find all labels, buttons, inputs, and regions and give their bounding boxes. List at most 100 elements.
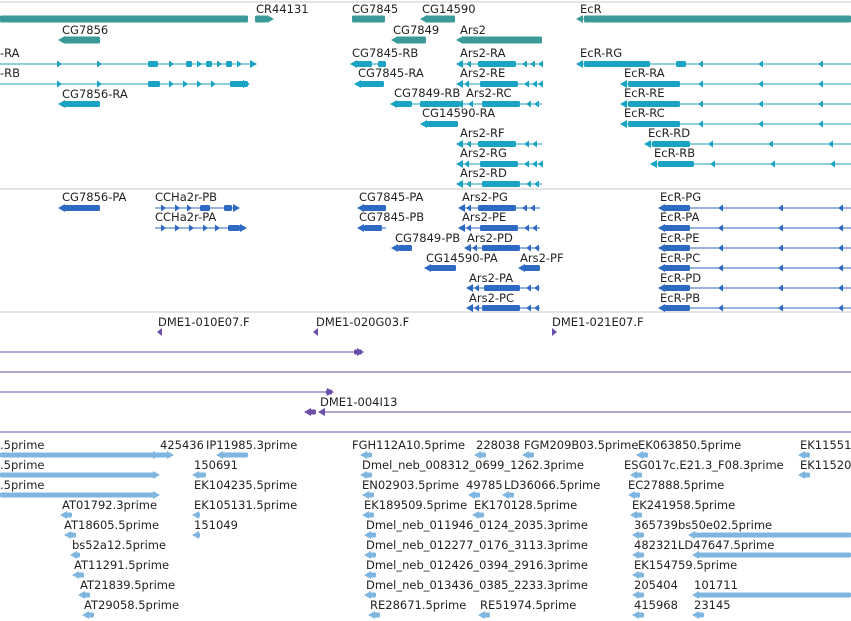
- feature-glyph[interactable]: [192, 511, 200, 519]
- feature-glyph[interactable]: [424, 264, 456, 272]
- feature-glyph[interactable]: [456, 60, 543, 68]
- feature-glyph[interactable]: [420, 15, 455, 23]
- feature-glyph[interactable]: [632, 571, 644, 579]
- feature-glyph[interactable]: [360, 451, 372, 459]
- feature-glyph[interactable]: [0, 348, 364, 356]
- feature-glyph[interactable]: [798, 471, 810, 479]
- feature-glyph[interactable]: [658, 204, 851, 212]
- feature-glyph[interactable]: [464, 244, 540, 252]
- feature-glyph[interactable]: [82, 611, 94, 619]
- feature-glyph[interactable]: [522, 451, 534, 459]
- feature-glyph[interactable]: [60, 511, 72, 519]
- feature-glyph[interactable]: [152, 451, 174, 459]
- feature-glyph[interactable]: [360, 471, 372, 479]
- feature-glyph[interactable]: [70, 551, 80, 559]
- feature-glyph[interactable]: [620, 80, 851, 88]
- feature-glyph[interactable]: [390, 100, 460, 108]
- feature-glyph[interactable]: [620, 120, 851, 128]
- feature-glyph[interactable]: [362, 511, 374, 519]
- feature-glyph[interactable]: [0, 15, 248, 23]
- feature-glyph[interactable]: [304, 408, 316, 416]
- feature-glyph[interactable]: [64, 531, 76, 539]
- feature-glyph[interactable]: [357, 204, 386, 212]
- feature-glyph[interactable]: [630, 471, 642, 479]
- feature-glyph[interactable]: [658, 244, 851, 252]
- feature-glyph[interactable]: [632, 551, 644, 559]
- feature-glyph[interactable]: [255, 15, 274, 23]
- feature-glyph[interactable]: [658, 264, 851, 272]
- feature-glyph[interactable]: [474, 451, 486, 459]
- feature-glyph[interactable]: [458, 224, 540, 232]
- feature-glyph[interactable]: [362, 491, 374, 499]
- feature-glyph[interactable]: [58, 100, 100, 108]
- feature-glyph[interactable]: [456, 100, 542, 108]
- feature-glyph[interactable]: [318, 408, 851, 416]
- protein-track[interactable]: CG7856-PA CCHa2r-PB CCHa2r-PA CG7845-PA CG78…: [58, 190, 851, 312]
- feature-glyph[interactable]: [576, 60, 851, 68]
- feature-glyph[interactable]: [364, 551, 376, 559]
- clone-end-marker[interactable]: [157, 328, 162, 336]
- feature-glyph[interactable]: [632, 611, 644, 619]
- feature-glyph[interactable]: [368, 611, 380, 619]
- feature-glyph[interactable]: [155, 224, 247, 232]
- feature-glyph[interactable]: [458, 204, 540, 212]
- feature-glyph[interactable]: [192, 471, 206, 479]
- feature-glyph[interactable]: [798, 451, 810, 459]
- feature-glyph[interactable]: [456, 140, 542, 148]
- feature-glyph[interactable]: [658, 224, 851, 232]
- feature-glyph[interactable]: [456, 80, 543, 88]
- feature-glyph[interactable]: [632, 531, 644, 539]
- feature-glyph[interactable]: [576, 15, 851, 23]
- feature-glyph[interactable]: [658, 304, 851, 312]
- feature-glyph[interactable]: [468, 491, 480, 499]
- feature-glyph[interactable]: [692, 551, 851, 559]
- feature-glyph[interactable]: [72, 571, 84, 579]
- feature-glyph[interactable]: [58, 36, 100, 44]
- feature-glyph[interactable]: [352, 15, 385, 23]
- feature-glyph[interactable]: [0, 491, 160, 499]
- transcript-track[interactable]: -RA -RB CG7856-RA CG7845-RB CG7845-RA CG7849-…: [0, 46, 851, 188]
- feature-glyph[interactable]: [620, 100, 851, 108]
- feature-glyph[interactable]: [58, 204, 100, 212]
- feature-glyph[interactable]: [364, 571, 376, 579]
- feature-glyph[interactable]: [0, 60, 257, 68]
- feature-glyph[interactable]: [357, 224, 386, 232]
- feature-glyph[interactable]: [391, 244, 412, 252]
- clone-end-marker[interactable]: [552, 328, 557, 336]
- feature-glyph[interactable]: [644, 140, 851, 148]
- feature-glyph[interactable]: [658, 284, 851, 292]
- clone-end-marker[interactable]: [313, 328, 318, 336]
- feature-glyph[interactable]: [192, 531, 200, 539]
- feature-glyph[interactable]: [692, 611, 704, 619]
- feature-glyph[interactable]: [364, 591, 376, 599]
- feature-glyph[interactable]: [0, 80, 250, 88]
- feature-glyph[interactable]: [0, 388, 334, 396]
- feature-glyph[interactable]: [636, 451, 648, 459]
- feature-glyph[interactable]: [350, 60, 386, 68]
- clone-track[interactable]: DME1-010E07.F DME1-020G03.F DME1-021E07.F D…: [0, 315, 851, 433]
- feature-glyph[interactable]: [688, 531, 851, 539]
- feature-glyph[interactable]: [466, 284, 540, 292]
- feature-glyph[interactable]: [456, 160, 543, 168]
- feature-glyph[interactable]: [478, 611, 490, 619]
- feature-glyph[interactable]: [692, 591, 851, 599]
- gene-track[interactable]: CR44131 CG7845 CG14590 EcR CG7856 CG7849 Ars2: [0, 2, 851, 44]
- feature-glyph[interactable]: [630, 511, 642, 519]
- feature-glyph[interactable]: [0, 471, 160, 479]
- feature-glyph[interactable]: [632, 591, 644, 599]
- feature-glyph[interactable]: [502, 491, 514, 499]
- feature-glyph[interactable]: [650, 160, 851, 168]
- feature-glyph[interactable]: [364, 531, 376, 539]
- feature-glyph[interactable]: [354, 80, 384, 88]
- feature-glyph[interactable]: [391, 36, 426, 44]
- feature-glyph[interactable]: [466, 304, 540, 312]
- feature-glyph[interactable]: [78, 591, 90, 599]
- feature-glyph[interactable]: [628, 491, 640, 499]
- feature-glyph[interactable]: [155, 204, 240, 212]
- feature-glyph[interactable]: [216, 451, 248, 459]
- est-track[interactable]: .5prime .5prime .5prime 425436 IP11985.3prim…: [0, 438, 851, 619]
- feature-glyph[interactable]: [456, 36, 542, 44]
- feature-glyph[interactable]: [420, 120, 458, 128]
- feature-glyph[interactable]: [456, 180, 542, 188]
- feature-glyph[interactable]: [518, 264, 540, 272]
